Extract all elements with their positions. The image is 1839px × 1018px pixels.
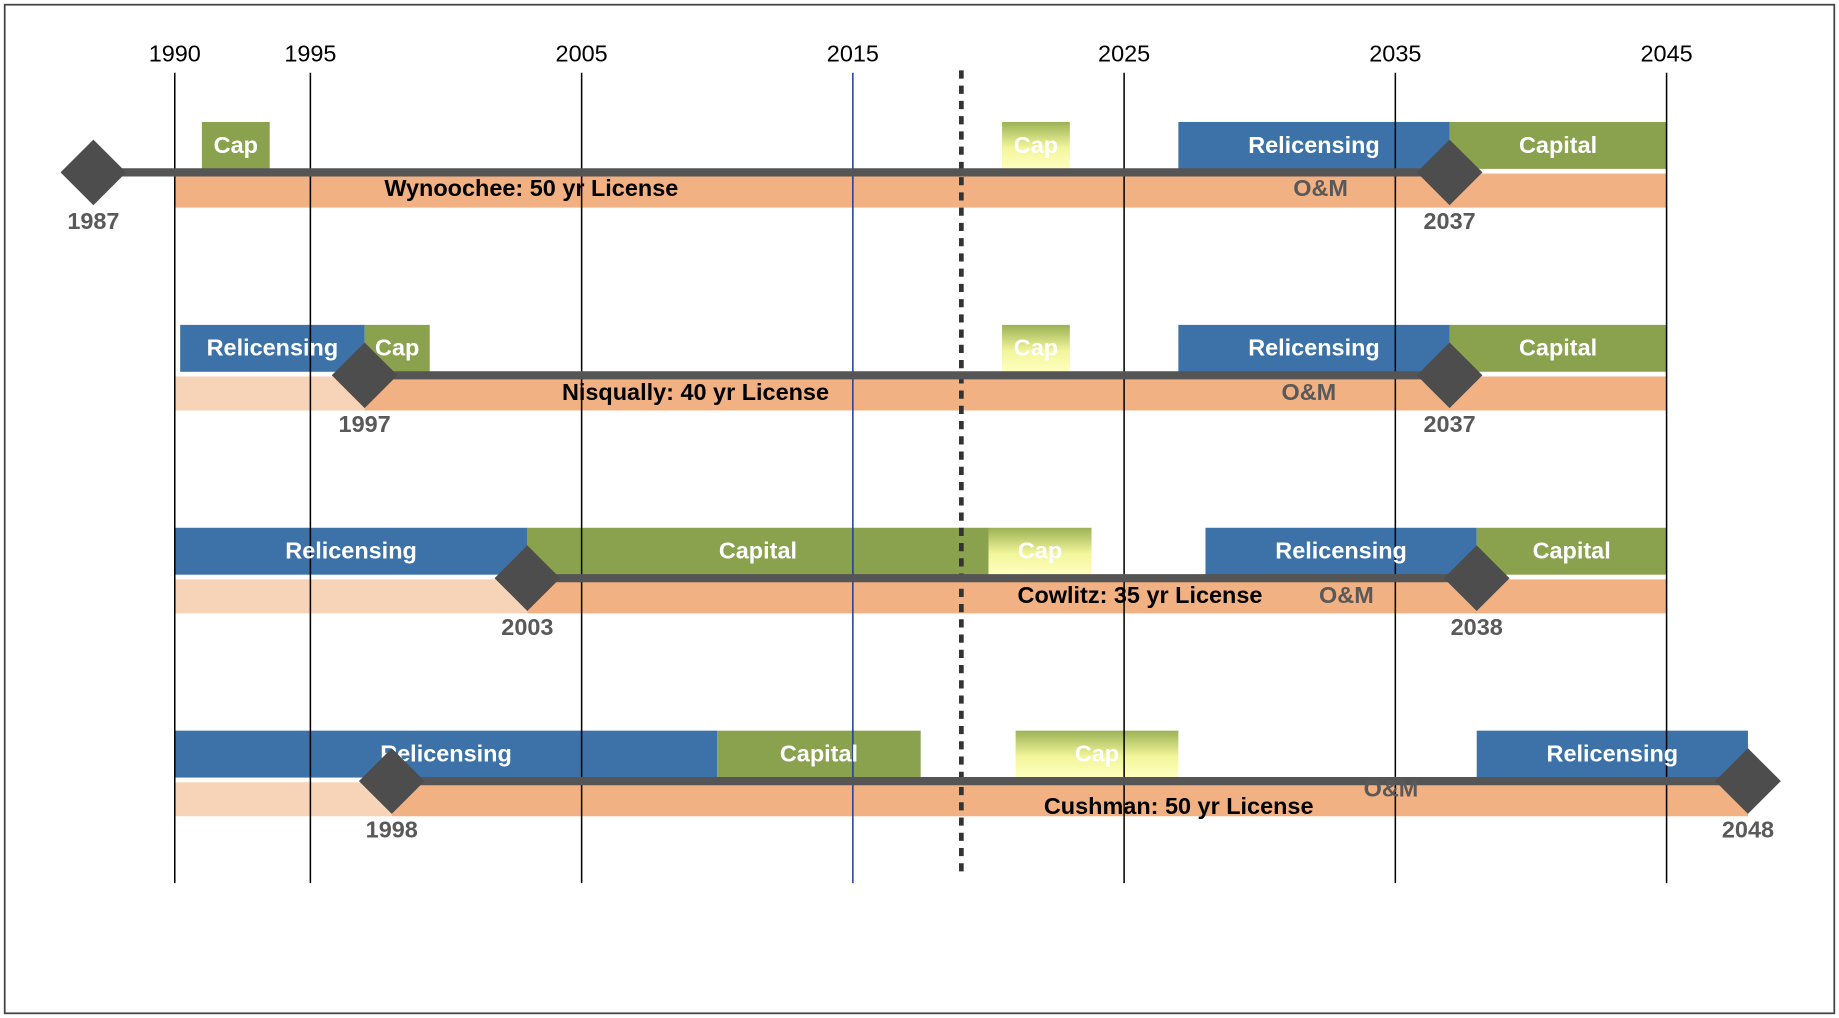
phase-bar bbox=[201, 121, 270, 169]
phase-bar bbox=[1449, 121, 1667, 169]
om-label: O&M bbox=[1364, 776, 1419, 802]
milestone-diamond bbox=[331, 342, 398, 409]
bar-label: Cap bbox=[1014, 132, 1058, 158]
phase-bar bbox=[1002, 324, 1070, 372]
bar-label: Capital bbox=[1519, 335, 1597, 361]
x-tick-label: 2025 bbox=[1098, 40, 1150, 66]
milestone-year: 2003 bbox=[501, 614, 553, 640]
milestone-year: 1987 bbox=[67, 208, 119, 234]
phase-bar bbox=[174, 730, 718, 778]
phase-bar bbox=[1015, 730, 1179, 778]
x-tick-label: 2035 bbox=[1369, 40, 1421, 66]
x-tick-label: 1990 bbox=[149, 40, 201, 66]
milestone-diamond bbox=[1416, 139, 1483, 206]
phase-bar bbox=[1205, 527, 1477, 575]
milestone-year: 2037 bbox=[1424, 208, 1476, 234]
bar-label: Capital bbox=[780, 740, 858, 766]
x-tick-label: 2045 bbox=[1641, 40, 1693, 66]
milestone-year: 1998 bbox=[366, 817, 418, 843]
bar-label: Cap bbox=[1075, 740, 1119, 766]
milestone-diamond bbox=[358, 748, 425, 814]
om-label: O&M bbox=[1319, 582, 1374, 608]
milestone-diamond bbox=[1715, 748, 1781, 814]
milestone-diamond bbox=[1416, 342, 1483, 409]
milestone-year: 2048 bbox=[1722, 817, 1774, 843]
om-band bbox=[174, 173, 1667, 208]
phase-bar bbox=[1178, 324, 1450, 372]
phase-bar bbox=[1178, 121, 1450, 169]
bar-label: Capital bbox=[1519, 132, 1597, 158]
milestone-diamond bbox=[60, 139, 127, 206]
phase-bar bbox=[988, 527, 1092, 575]
faded-band bbox=[174, 376, 365, 411]
milestone-year: 1997 bbox=[339, 411, 391, 437]
bar-label: Cap bbox=[1014, 335, 1058, 361]
x-tick-label: 2015 bbox=[827, 40, 879, 66]
x-tick-label: 2005 bbox=[556, 40, 608, 66]
phase-bar bbox=[1476, 527, 1667, 575]
license-label: Wynoochee: 50 yr License bbox=[384, 175, 678, 201]
om-label: O&M bbox=[1282, 379, 1337, 405]
bar-label: Cap bbox=[375, 335, 419, 361]
x-tick-label: 1995 bbox=[284, 40, 336, 66]
milestone-diamond bbox=[494, 545, 561, 612]
bar-label: Relicensing bbox=[207, 335, 339, 361]
license-label: Nisqually: 40 yr License bbox=[562, 379, 829, 405]
bar-label: Relicensing bbox=[1248, 132, 1380, 158]
phase-bar bbox=[717, 730, 921, 778]
bar-label: Capital bbox=[1533, 538, 1611, 564]
phase-bar bbox=[1449, 324, 1667, 372]
bar-label: Cap bbox=[214, 132, 258, 158]
license-label: Cowlitz: 35 yr License bbox=[1018, 582, 1263, 608]
milestone-year: 2037 bbox=[1424, 411, 1476, 437]
bar-label: Relicensing bbox=[1248, 335, 1380, 361]
phase-bar bbox=[527, 527, 989, 575]
bar-label: Relicensing bbox=[285, 538, 417, 564]
phase-bar bbox=[1476, 730, 1748, 778]
bar-label: Relicensing bbox=[1547, 740, 1679, 766]
milestone-diamond bbox=[1443, 545, 1510, 612]
phase-bar bbox=[174, 527, 528, 575]
bar-label: Cap bbox=[1018, 538, 1062, 564]
bar-label: Capital bbox=[719, 538, 797, 564]
phase-bar bbox=[180, 324, 365, 372]
om-band bbox=[391, 782, 1748, 817]
milestone-year: 2038 bbox=[1451, 614, 1503, 640]
om-label: O&M bbox=[1293, 175, 1348, 201]
faded-band bbox=[174, 579, 528, 614]
license-label: Cushman: 50 yr License bbox=[1044, 793, 1314, 819]
faded-band bbox=[174, 782, 392, 817]
phase-bar bbox=[1002, 121, 1070, 169]
bar-label: Relicensing bbox=[1275, 538, 1407, 564]
